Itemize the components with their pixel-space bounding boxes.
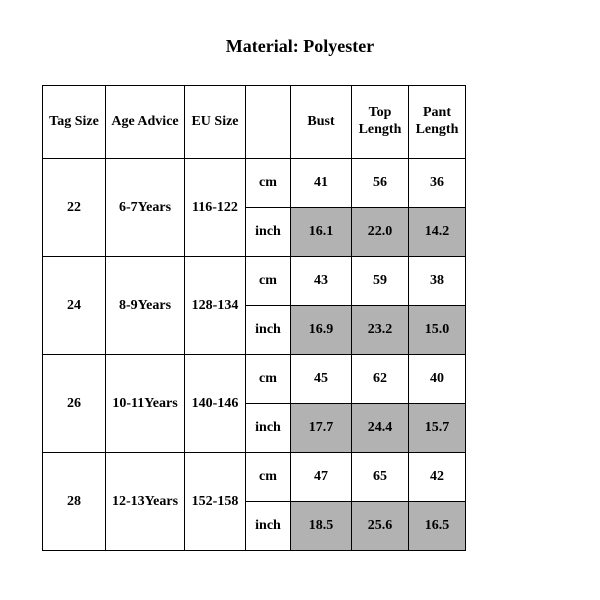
cell-top-cm: 65 xyxy=(352,453,409,502)
cell-pant-inch: 15.7 xyxy=(409,404,466,453)
cell-unit-cm: cm xyxy=(246,355,291,404)
cell-top-cm: 62 xyxy=(352,355,409,404)
cell-top-inch: 24.4 xyxy=(352,404,409,453)
cell-unit-cm: cm xyxy=(246,257,291,306)
col-eu-size: EU Size xyxy=(185,86,246,159)
cell-pant-cm: 38 xyxy=(409,257,466,306)
cell-age: 12-13Years xyxy=(106,453,185,551)
page-title: Material: Polyester xyxy=(0,36,600,57)
cell-top-cm: 59 xyxy=(352,257,409,306)
cell-tag: 24 xyxy=(43,257,106,355)
cell-eu: 128-134 xyxy=(185,257,246,355)
cell-age: 10-11Years xyxy=(106,355,185,453)
table-header-row: Tag Size Age Advice EU Size Bust TopLeng… xyxy=(43,86,466,159)
cell-bust-cm: 45 xyxy=(291,355,352,404)
col-tag-size: Tag Size xyxy=(43,86,106,159)
col-top-length: TopLength xyxy=(352,86,409,159)
cell-top-inch: 25.6 xyxy=(352,502,409,551)
cell-top-inch: 23.2 xyxy=(352,306,409,355)
cell-eu: 116-122 xyxy=(185,159,246,257)
cell-unit-cm: cm xyxy=(246,159,291,208)
cell-age: 8-9Years xyxy=(106,257,185,355)
cell-eu: 140-146 xyxy=(185,355,246,453)
table-row: 24 8-9Years 128-134 cm 43 59 38 xyxy=(43,257,466,306)
cell-unit-inch: inch xyxy=(246,502,291,551)
cell-top-inch: 22.0 xyxy=(352,208,409,257)
cell-top-cm: 56 xyxy=(352,159,409,208)
cell-pant-cm: 40 xyxy=(409,355,466,404)
cell-unit-inch: inch xyxy=(246,306,291,355)
cell-unit-inch: inch xyxy=(246,404,291,453)
col-age-advice: Age Advice xyxy=(106,86,185,159)
cell-eu: 152-158 xyxy=(185,453,246,551)
cell-bust-cm: 41 xyxy=(291,159,352,208)
size-table: Tag Size Age Advice EU Size Bust TopLeng… xyxy=(42,85,466,551)
cell-unit-inch: inch xyxy=(246,208,291,257)
cell-unit-cm: cm xyxy=(246,453,291,502)
table-row: 22 6-7Years 116-122 cm 41 56 36 xyxy=(43,159,466,208)
cell-pant-cm: 36 xyxy=(409,159,466,208)
cell-age: 6-7Years xyxy=(106,159,185,257)
cell-bust-inch: 18.5 xyxy=(291,502,352,551)
cell-bust-inch: 16.9 xyxy=(291,306,352,355)
col-unit xyxy=(246,86,291,159)
cell-tag: 28 xyxy=(43,453,106,551)
col-bust: Bust xyxy=(291,86,352,159)
cell-pant-cm: 42 xyxy=(409,453,466,502)
cell-tag: 22 xyxy=(43,159,106,257)
cell-pant-inch: 16.5 xyxy=(409,502,466,551)
page: Material: Polyester Tag Size Age Advice … xyxy=(0,0,600,600)
cell-pant-inch: 14.2 xyxy=(409,208,466,257)
cell-bust-cm: 47 xyxy=(291,453,352,502)
cell-pant-inch: 15.0 xyxy=(409,306,466,355)
cell-bust-inch: 17.7 xyxy=(291,404,352,453)
cell-bust-cm: 43 xyxy=(291,257,352,306)
cell-tag: 26 xyxy=(43,355,106,453)
table-row: 28 12-13Years 152-158 cm 47 65 42 xyxy=(43,453,466,502)
cell-bust-inch: 16.1 xyxy=(291,208,352,257)
col-pant-length: PantLength xyxy=(409,86,466,159)
table-row: 26 10-11Years 140-146 cm 45 62 40 xyxy=(43,355,466,404)
